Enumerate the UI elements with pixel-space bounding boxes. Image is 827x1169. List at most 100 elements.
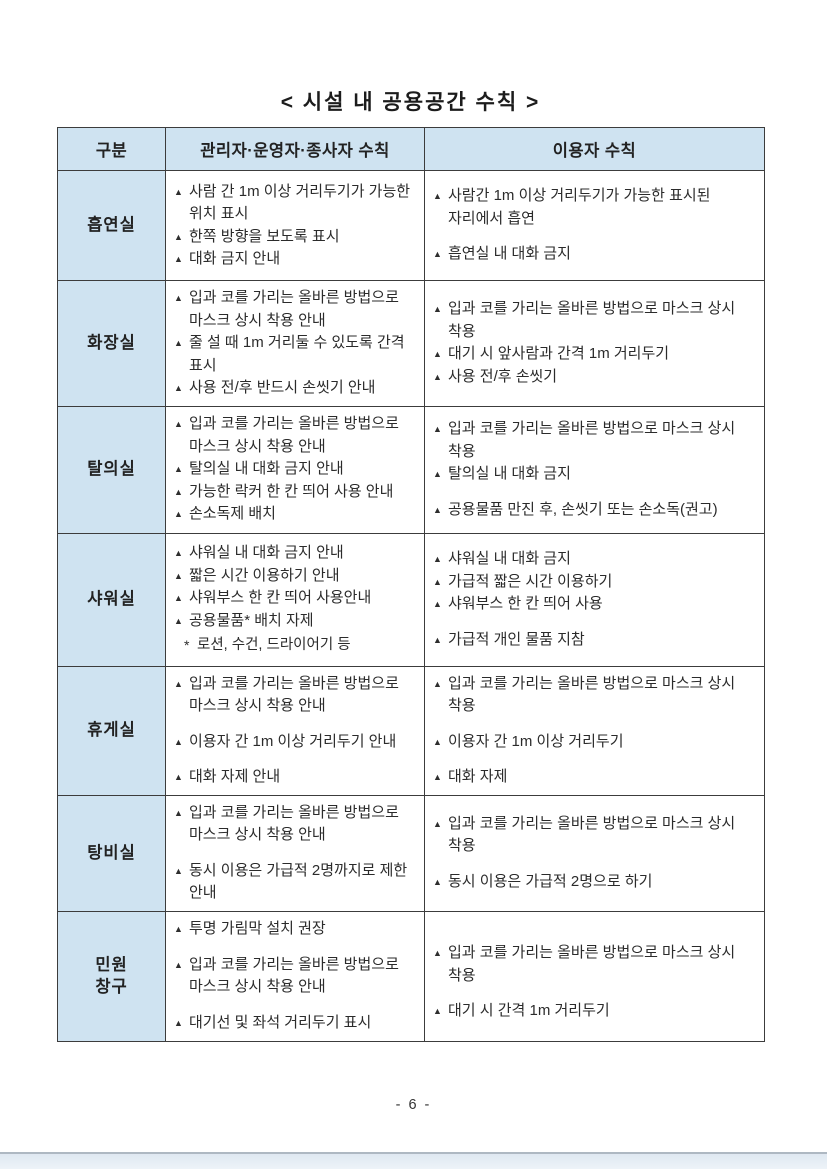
- triangle-bullet-icon: ▲: [174, 254, 183, 264]
- rule-text: 로션, 수건, 드라이어기 등: [197, 637, 351, 654]
- row-category: 탕비실: [57, 794, 166, 912]
- triangle-bullet-icon: ▲: [433, 678, 442, 689]
- triangle-bullet-icon: ▲: [433, 304, 442, 315]
- triangle-bullet-icon: ▲: [174, 570, 183, 581]
- table-row: 탕비실 ▲ 입과 코를 가리는 올바른 방법으로 마스크 상시 착용 안내 ▲ 동시 이…: [57, 794, 765, 912]
- rule-text: 입과 코를 가리는 올바른 방법으로 마스크 상시 착용: [448, 944, 736, 984]
- rule-item: ▲ 샤워부스 한 칸 띄어 사용안내: [174, 587, 416, 610]
- triangle-bullet-icon: ▲: [433, 249, 442, 260]
- triangle-bullet-icon: ▲: [433, 634, 442, 645]
- row-category: 민원 창구: [57, 910, 166, 1042]
- triangle-bullet-icon: ▲: [433, 349, 442, 360]
- triangle-bullet-icon: ▲: [174, 807, 183, 818]
- rule-text: 공용물품* 배치 자제: [189, 611, 314, 629]
- triangle-bullet-icon: ▲: [174, 548, 183, 559]
- user-rules-cell: ▲ 입과 코를 가리는 올바른 방법으로 마스크 상시 착용 ▲ 동시 이용은 가급적…: [424, 794, 765, 912]
- rule-text: 샤워실 내 대화 금지 안내: [189, 544, 344, 562]
- page-title: < 시설 내 공용공간 수칙 >: [280, 91, 541, 114]
- table-header-row: 구분 관리자·운영자·종사자 수칙 이용자 수칙: [57, 127, 765, 171]
- rule-item: ▲ 공용물품* 배치 자제: [174, 610, 416, 633]
- rule-text: 입과 코를 가리는 올바른 방법으로 마스크 상시 착용 안내: [189, 289, 399, 329]
- manager-rules-cell: ▲ 샤워실 내 대화 금지 안내 ▲ 짧은 시간 이용하기 안내 ▲ 샤워부스 한 칸 띄…: [165, 532, 425, 667]
- header-manager-rules: 관리자·운영자·종사자 수칙: [165, 127, 425, 171]
- rule-text: 샤워부스 한 칸 띄어 사용: [448, 595, 603, 612]
- rule-item: ▲ 가능한 락커 한 칸 띄어 사용 안내: [174, 481, 416, 504]
- rule-text: 대기 시 앞사람과 간격 1m 거리두기: [448, 345, 670, 363]
- rule-text: 입과 코를 가리는 올바른 방법으로 마스크 상시 착용 안내: [189, 955, 399, 996]
- rule-text: 공용물품 만진 후, 손씻기 또는 손소독(권고): [448, 500, 718, 518]
- triangle-bullet-icon: ▲: [174, 338, 183, 348]
- rule-item: ▲ 대화 금지 안내: [174, 248, 416, 271]
- row-category: 탈의실: [57, 405, 166, 534]
- table-row: 탈의실 ▲ 입과 코를 가리는 올바른 방법으로 마스크 상시 착용 안내 ▲ 탈의실 …: [57, 405, 765, 534]
- rule-text: 줄 설 때 1m 거리둘 수 있도록 간격 표시: [189, 334, 405, 374]
- triangle-bullet-icon: ▲: [174, 464, 183, 475]
- row-category: 휴게실: [57, 665, 166, 796]
- rule-text: 샤워실 내 대화 금지: [448, 550, 571, 567]
- user-rules-cell: ▲ 입과 코를 가리는 올바른 방법으로 마스크 상시 착용 ▲ 이용자 간 1m 이…: [424, 665, 765, 796]
- triangle-bullet-icon: ▲: [174, 509, 183, 520]
- user-rules-cell: ▲ 샤워실 내 대화 금지 ▲ 가급적 짧은 시간 이용하기 ▲ 샤워부스 한 칸 띄어 …: [424, 532, 765, 667]
- triangle-bullet-icon: ▲: [433, 1006, 442, 1017]
- rule-item: ▲ 대기선 및 좌석 거리두기 표시: [174, 1012, 416, 1035]
- rule-item: ▲ 가급적 개인 물품 지참: [433, 629, 756, 652]
- row-category: 화장실: [57, 280, 166, 407]
- rule-item: ▲ 대화 자제 안내: [174, 766, 416, 789]
- rule-text: 샤워부스 한 칸 띄어 사용안내: [189, 589, 372, 607]
- triangle-bullet-icon: ▲: [433, 469, 442, 479]
- rule-item: ▲ 사람간 1m 이상 거리두기가 가능한 표시된 자리에서 흡연: [433, 185, 756, 230]
- user-rules-cell: ▲ 입과 코를 가리는 올바른 방법으로 마스크 상시 착용 ▲ 대기 시 간격 1m…: [424, 910, 765, 1042]
- rule-item: ▲ 입과 코를 가리는 올바른 방법으로 마스크 상시 착용: [433, 813, 756, 858]
- triangle-bullet-icon: ▲: [174, 772, 183, 782]
- rule-item: ▲ 투명 가림막 설치 권장: [174, 918, 416, 941]
- rule-text: 동시 이용은 가급적 2명까지로 제한 안내: [189, 861, 408, 902]
- triangle-bullet-icon: ▲: [433, 948, 442, 959]
- rule-item: ▲ 사용 전/후 반드시 손씻기 안내: [174, 377, 416, 400]
- header-category: 구분: [57, 127, 166, 171]
- rule-item: ▲ 샤워실 내 대화 금지: [433, 548, 756, 571]
- rule-item: ▲ 동시 이용은 가급적 2명으로 하기: [433, 871, 756, 894]
- rule-text: 입과 코를 가리는 올바른 방법으로 마스크 상시 착용 안내: [189, 415, 399, 455]
- triangle-bullet-icon: ▲: [174, 924, 183, 934]
- rule-item: ▲ 한쪽 방향을 보도록 표시: [174, 226, 416, 249]
- manager-rules-cell: ▲ 입과 코를 가리는 올바른 방법으로 마스크 상시 착용 안내 ▲ 탈의실 내 대…: [165, 405, 425, 534]
- rule-item: ▲ 가급적 짧은 시간 이용하기: [433, 571, 756, 594]
- triangle-bullet-icon: ▲: [433, 876, 442, 887]
- rule-item: ▲ 짧은 시간 이용하기 안내: [174, 565, 416, 588]
- user-rules-cell: ▲ 입과 코를 가리는 올바른 방법으로 마스크 상시 착용 ▲ 탈의실 내 대화 금…: [424, 405, 765, 534]
- rule-text: 사람 간 1m 이상 거리두기가 가능한 위치 표시: [189, 182, 411, 223]
- rule-text: 가능한 락커 한 칸 띄어 사용 안내: [189, 482, 394, 500]
- triangle-bullet-icon: ▲: [433, 504, 442, 515]
- triangle-bullet-icon: ▲: [174, 736, 183, 747]
- user-rules-cell: ▲ 사람간 1m 이상 거리두기가 가능한 표시된 자리에서 흡연 ▲ 흡연실 내 대…: [424, 170, 765, 281]
- rule-text: 흡연실 내 대화 금지: [448, 245, 571, 263]
- rule-text: 대화 자제 안내: [189, 768, 281, 785]
- rule-item: ▲ 동시 이용은 가급적 2명까지로 제한 안내: [174, 860, 416, 905]
- rule-text: 입과 코를 가리는 올바른 방법으로 마스크 상시 착용: [448, 674, 736, 715]
- triangle-bullet-icon: ▲: [174, 615, 183, 626]
- rule-text: 짧은 시간 이용하기 안내: [189, 566, 340, 584]
- row-category: 흡연실: [57, 170, 166, 281]
- table-row: 휴게실 ▲ 입과 코를 가리는 올바른 방법으로 마스크 상시 착용 안내 ▲ 이용자 …: [57, 665, 765, 796]
- header-user-rules: 이용자 수칙: [424, 127, 765, 171]
- rule-item: ▲ 입과 코를 가리는 올바른 방법으로 마스크 상시 착용 안내: [174, 287, 416, 332]
- rule-item: ▲ 줄 설 때 1m 거리둘 수 있도록 간격 표시: [174, 332, 416, 377]
- triangle-bullet-icon: ▲: [433, 599, 442, 609]
- rule-note: * 로션, 수건, 드라이어기 등: [184, 635, 416, 657]
- table-row: 화장실 ▲ 입과 코를 가리는 올바른 방법으로 마스크 상시 착용 안내 ▲ 줄 설 …: [57, 280, 765, 407]
- rule-item: ▲ 대기 시 간격 1m 거리두기: [433, 1000, 756, 1023]
- triangle-bullet-icon: ▲: [174, 383, 183, 393]
- rule-text: 대화 자제: [448, 768, 508, 785]
- manager-rules-cell: ▲ 사람 간 1m 이상 거리두기가 가능한 위치 표시 ▲ 한쪽 방향을 보도록 표…: [165, 170, 425, 281]
- rule-item: ▲ 입과 코를 가리는 올바른 방법으로 마스크 상시 착용 안내: [174, 413, 416, 458]
- rule-text: 탈의실 내 대화 금지: [448, 465, 571, 482]
- page-number: - 6 -: [395, 1097, 432, 1113]
- manager-rules-cell: ▲ 입과 코를 가리는 올바른 방법으로 마스크 상시 착용 안내 ▲ 동시 이용은 …: [165, 794, 425, 912]
- manager-rules-cell: ▲ 투명 가림막 설치 권장 ▲ 입과 코를 가리는 올바른 방법으로 마스크 상시 …: [165, 910, 425, 1042]
- rule-text: 입과 코를 가리는 올바른 방법으로 마스크 상시 착용: [448, 300, 736, 340]
- rule-text: 사용 전/후 반드시 손씻기 안내: [189, 379, 376, 396]
- triangle-bullet-icon: ▲: [174, 419, 183, 430]
- asterisk-marker: *: [184, 637, 190, 654]
- user-rules-cell: ▲ 입과 코를 가리는 올바른 방법으로 마스크 상시 착용 ▲ 대기 시 앞사람과 …: [424, 280, 765, 407]
- triangle-bullet-icon: ▲: [174, 593, 183, 604]
